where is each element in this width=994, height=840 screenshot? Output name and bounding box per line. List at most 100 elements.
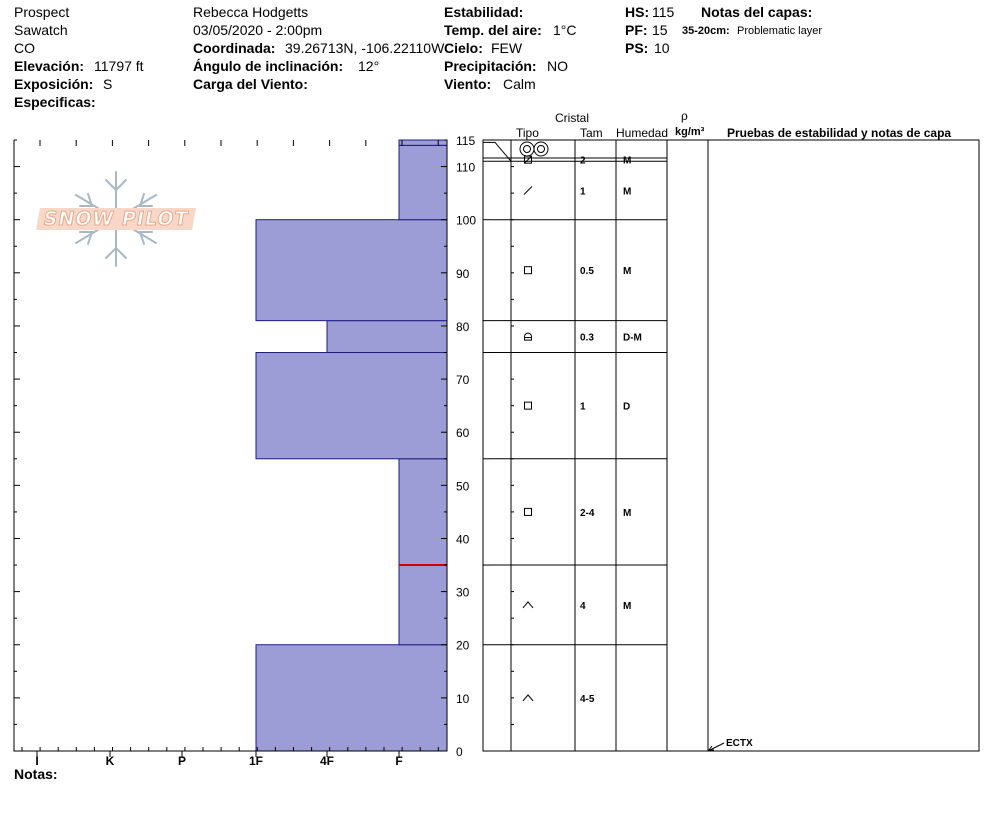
y-tick-label: 60 [456, 426, 470, 440]
x-tick-label: K [106, 754, 115, 768]
layer-moisture: M [623, 601, 631, 612]
y-tick-label: 40 [456, 532, 470, 546]
aspect-value: S [103, 76, 113, 92]
coordinate-label: Coordinada: [193, 40, 276, 56]
y-tick-label: 80 [456, 320, 470, 334]
wind-value: Calm [503, 76, 536, 92]
hardness-bar [326, 320, 448, 354]
y-tick-label: 100 [456, 214, 476, 228]
layer-note-range: 35-20cm: [682, 25, 730, 37]
layer-size: 1 [580, 402, 586, 413]
y-tick-label: 30 [456, 586, 470, 600]
hs-label: HS: [625, 4, 650, 20]
grain-depth-hoar-icon [522, 694, 534, 702]
layer-moisture: M [623, 508, 631, 519]
surface-ring-outer [519, 141, 535, 157]
layer-notes-label: Notas del capas: [701, 4, 813, 20]
range: Sawatch [14, 22, 68, 38]
state: CO [14, 40, 35, 56]
depth-hoar-shape [522, 601, 534, 609]
surface-hoar-icon [519, 141, 549, 157]
depth-connector-top [483, 141, 512, 162]
y-tick-label: 50 [456, 479, 470, 493]
x-tick-label: I [35, 754, 38, 768]
hardness-bar [398, 139, 448, 146]
test-arrow-head [708, 745, 714, 751]
hardness-bar [255, 644, 448, 752]
pf-value: 15 [652, 22, 668, 38]
y-tick-label: 115 [456, 134, 475, 148]
sky-value: FEW [491, 40, 523, 56]
depth-hoar-shape [522, 694, 534, 702]
grain-faceted-icon [524, 266, 532, 275]
crystal-header: Cristal [555, 111, 590, 125]
type-header: Tipo [516, 126, 539, 140]
ps-value: 10 [654, 40, 670, 56]
x-tick-label: F [395, 754, 402, 768]
pf-label: PF: [625, 22, 648, 38]
tests-header: Pruebas de estabilidad y notas de capa [727, 126, 952, 140]
facet-shape [524, 401, 532, 410]
wind-load-label: Carga del Viento: [193, 76, 308, 92]
layer-moisture: D [623, 402, 630, 413]
observer: Rebecca Hodgetts [193, 4, 309, 20]
facet-shape [524, 507, 532, 516]
elevation-label: Elevación: [14, 58, 85, 74]
layer-size: 2-4 [580, 508, 595, 519]
grain-faceted-rounding-icon [524, 332, 532, 341]
grain-faceted-icon [524, 507, 532, 516]
hardness-bar [255, 219, 448, 322]
decomposed-shape [523, 186, 533, 195]
layer-moisture: D-M [623, 333, 642, 344]
surface-ring-outer [533, 141, 549, 157]
hardness-bar [398, 144, 448, 221]
grain-decomposed-icon [523, 186, 533, 195]
y-tick-label: 10 [456, 692, 470, 706]
x-tick-label: P [178, 754, 186, 768]
incline-label: Ángulo de inclinación: [193, 58, 344, 74]
crust-slash [524, 155, 532, 164]
layer-note-text: Problematic layer [737, 25, 822, 37]
layer-size: 0.3 [580, 333, 594, 344]
y-tick-label: 70 [456, 373, 470, 387]
y-tick-label: 0 [456, 745, 463, 759]
surface-ring-inner [537, 145, 545, 153]
elevation-value: 11797 ft [94, 58, 144, 74]
size-header: Tam [580, 126, 603, 140]
grain-depth-hoar-icon [522, 601, 534, 609]
y-tick-label: 90 [456, 267, 470, 281]
datetime: 03/05/2020 - 2:00pm [193, 22, 323, 38]
layer-size: 1 [580, 186, 586, 197]
hardness-frame [13, 140, 448, 752]
y-tick-label: 20 [456, 639, 470, 653]
layer-size: 4-5 [580, 694, 595, 705]
incline-value: 12° [358, 58, 380, 74]
stability-label: Estabilidad: [444, 4, 524, 20]
moisture-header: Humedad [616, 126, 669, 140]
layer-moisture: M [623, 266, 631, 277]
air-temp-label: Temp. del aire: [444, 22, 542, 38]
test-label: ECTX [726, 738, 753, 749]
layer-moisture: M [623, 156, 631, 167]
y-tick-label: 110 [456, 161, 475, 175]
specifics-label: Especificas: [14, 94, 96, 110]
air-temp-value: 1°C [553, 22, 577, 38]
location: Prospect [14, 4, 70, 20]
density-symbol: ρ [681, 109, 688, 123]
wind-label: Viento: [444, 76, 492, 92]
layer-moisture: M [623, 186, 631, 197]
precipitation-value: NO [547, 58, 568, 74]
layer-size: 0.5 [580, 266, 594, 277]
x-tick-label: 4F [320, 754, 334, 768]
grain-faceted-icon [524, 401, 532, 410]
hardness-bar [255, 352, 448, 460]
layer-table-frame [482, 139, 980, 752]
precipitation-label: Precipitación: [444, 58, 537, 74]
layer-size: 2 [580, 156, 586, 167]
surface-ring-inner [523, 145, 531, 153]
sky-label: Cielo: [444, 40, 483, 56]
density-unit: kg/m³ [675, 126, 705, 138]
hs-value: 115 [652, 4, 675, 20]
hardness-bar [398, 458, 448, 646]
